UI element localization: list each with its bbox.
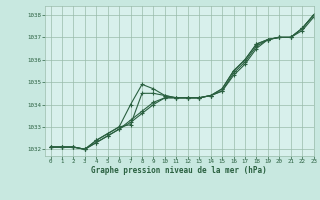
X-axis label: Graphe pression niveau de la mer (hPa): Graphe pression niveau de la mer (hPa) — [91, 166, 267, 175]
